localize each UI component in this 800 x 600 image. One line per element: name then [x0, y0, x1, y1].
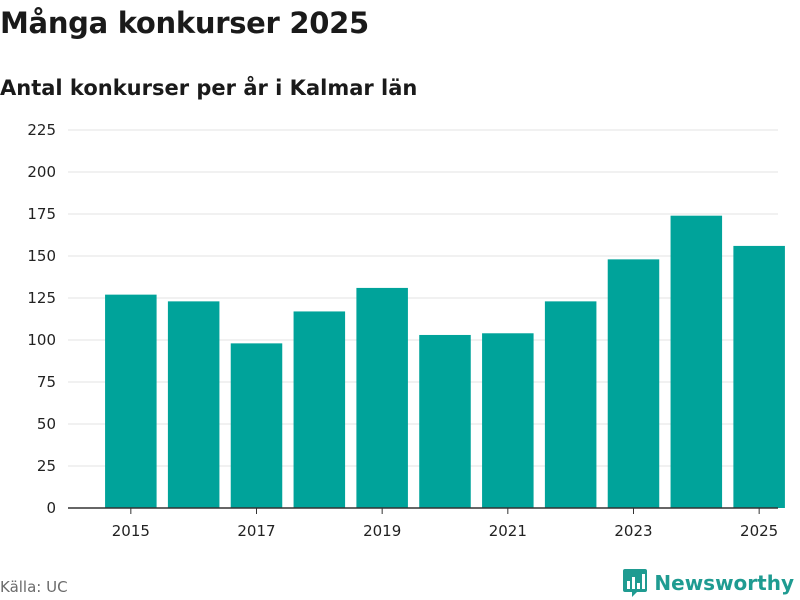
x-tick-label: 2017	[237, 522, 275, 540]
y-tick-label: 175	[27, 205, 56, 223]
bar-2019	[356, 287, 408, 508]
y-tick-label: 75	[37, 373, 56, 391]
y-tick-label: 125	[27, 289, 56, 307]
bar-2021	[482, 333, 534, 508]
brand-logo[interactable]: Newsworthy	[622, 568, 794, 598]
x-tick-label: 2021	[489, 522, 527, 540]
y-tick-label: 0	[46, 499, 56, 517]
bar-2016	[167, 301, 220, 508]
bar-2025	[733, 245, 785, 509]
bar-2024	[670, 215, 723, 508]
brand-name: Newsworthy	[654, 571, 794, 595]
source-note: Källa: UC	[0, 578, 68, 596]
bar-chart-badge-icon	[622, 568, 648, 598]
y-tick-label: 50	[37, 415, 56, 433]
x-tick-label: 2025	[740, 522, 778, 540]
y-tick-label: 150	[27, 247, 56, 265]
bars	[105, 215, 785, 509]
bar-2015	[105, 294, 157, 508]
x-tick-label: 2023	[614, 522, 652, 540]
x-tick-label: 2019	[363, 522, 401, 540]
bar-2020	[419, 334, 471, 508]
y-tick-label: 25	[37, 457, 56, 475]
bar-2018	[293, 311, 346, 508]
bar-2023	[607, 259, 660, 508]
bar-2022	[544, 301, 597, 508]
bar-2017	[230, 343, 283, 508]
chart-title: Många konkurser 2025	[0, 6, 369, 40]
y-tick-label: 100	[27, 331, 56, 349]
x-tick-label: 2015	[112, 522, 150, 540]
chart-subtitle: Antal konkurser per år i Kalmar län	[0, 76, 418, 100]
x-axis: 2015 2017 2019 2021 2023 2025	[68, 507, 778, 540]
y-axis-ticks: 0 25 50 75 100 125 150 175 200 225	[27, 121, 56, 517]
y-tick-label: 200	[27, 163, 56, 181]
y-tick-label: 225	[27, 121, 56, 139]
